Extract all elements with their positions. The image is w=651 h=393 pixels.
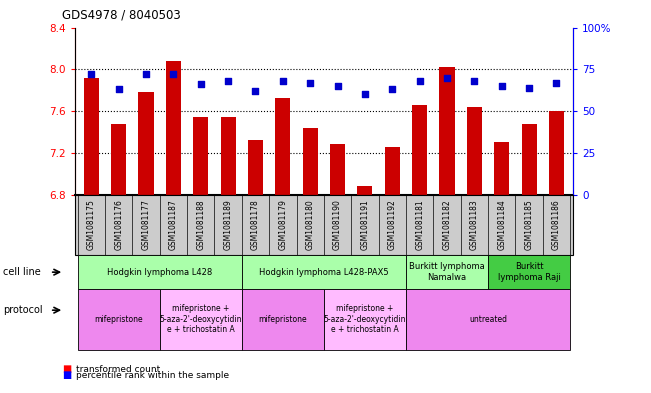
Text: Hodgkin lymphoma L428: Hodgkin lymphoma L428 bbox=[107, 268, 212, 277]
Text: GSM1081177: GSM1081177 bbox=[141, 200, 150, 250]
Text: GSM1081181: GSM1081181 bbox=[415, 200, 424, 250]
Text: Hodgkin lymphoma L428-PAX5: Hodgkin lymphoma L428-PAX5 bbox=[259, 268, 389, 277]
Text: ■: ■ bbox=[62, 364, 71, 375]
Bar bbox=[467, 107, 482, 195]
Text: GSM1081183: GSM1081183 bbox=[470, 200, 479, 250]
Bar bbox=[549, 111, 564, 195]
Point bbox=[387, 86, 398, 92]
Point bbox=[442, 75, 452, 81]
Point bbox=[305, 79, 315, 86]
Point bbox=[524, 84, 534, 91]
Text: mifepristone: mifepristone bbox=[94, 315, 143, 324]
Point bbox=[168, 71, 178, 77]
Bar bbox=[248, 140, 263, 195]
Point bbox=[497, 83, 507, 89]
Text: GSM1081190: GSM1081190 bbox=[333, 200, 342, 250]
Text: GSM1081178: GSM1081178 bbox=[251, 200, 260, 250]
Point bbox=[551, 79, 562, 86]
Bar bbox=[412, 105, 427, 195]
Point bbox=[250, 88, 260, 94]
Point bbox=[223, 78, 233, 84]
Text: GSM1081182: GSM1081182 bbox=[443, 200, 452, 250]
Text: GSM1081176: GSM1081176 bbox=[114, 200, 123, 250]
Point bbox=[469, 78, 480, 84]
Bar bbox=[193, 117, 208, 195]
Text: GSM1081191: GSM1081191 bbox=[361, 200, 369, 250]
Point bbox=[195, 81, 206, 87]
Bar bbox=[357, 186, 372, 195]
Bar bbox=[494, 142, 509, 195]
Text: mifepristone +
5-aza-2'-deoxycytidin
e + trichostatin A: mifepristone + 5-aza-2'-deoxycytidin e +… bbox=[159, 305, 242, 334]
Bar bbox=[385, 147, 400, 195]
Bar bbox=[84, 77, 99, 195]
Text: GSM1081184: GSM1081184 bbox=[497, 200, 506, 250]
Text: mifepristone +
5-aza-2'-deoxycytidin
e + trichostatin A: mifepristone + 5-aza-2'-deoxycytidin e +… bbox=[324, 305, 406, 334]
Text: untreated: untreated bbox=[469, 315, 507, 324]
Text: GSM1081179: GSM1081179 bbox=[279, 200, 287, 250]
Bar bbox=[439, 67, 454, 195]
Point bbox=[333, 83, 343, 89]
Text: GSM1081180: GSM1081180 bbox=[306, 200, 314, 250]
Text: GSM1081186: GSM1081186 bbox=[552, 200, 561, 250]
Text: mifepristone: mifepristone bbox=[258, 315, 307, 324]
Text: ■: ■ bbox=[62, 370, 71, 380]
Text: transformed count: transformed count bbox=[76, 365, 160, 374]
Text: GDS4978 / 8040503: GDS4978 / 8040503 bbox=[62, 9, 180, 22]
Text: GSM1081187: GSM1081187 bbox=[169, 200, 178, 250]
Bar bbox=[111, 123, 126, 195]
Text: GSM1081188: GSM1081188 bbox=[196, 200, 205, 250]
Text: Burkitt
lymphoma Raji: Burkitt lymphoma Raji bbox=[497, 263, 561, 282]
Bar bbox=[521, 123, 536, 195]
Point bbox=[141, 71, 151, 77]
Bar bbox=[139, 92, 154, 195]
Text: protocol: protocol bbox=[3, 305, 43, 315]
Text: GSM1081175: GSM1081175 bbox=[87, 200, 96, 250]
Text: percentile rank within the sample: percentile rank within the sample bbox=[76, 371, 229, 380]
Point bbox=[415, 78, 425, 84]
Bar bbox=[330, 144, 345, 195]
Point bbox=[277, 78, 288, 84]
Bar bbox=[166, 61, 181, 195]
Point bbox=[360, 91, 370, 97]
Text: GSM1081185: GSM1081185 bbox=[525, 200, 534, 250]
Text: Burkitt lymphoma
Namalwa: Burkitt lymphoma Namalwa bbox=[409, 263, 485, 282]
Point bbox=[113, 86, 124, 92]
Text: cell line: cell line bbox=[3, 267, 41, 277]
Bar bbox=[221, 117, 236, 195]
Text: GSM1081189: GSM1081189 bbox=[223, 200, 232, 250]
Bar bbox=[275, 99, 290, 195]
Bar bbox=[303, 128, 318, 195]
Text: GSM1081192: GSM1081192 bbox=[388, 200, 396, 250]
Point bbox=[86, 71, 96, 77]
